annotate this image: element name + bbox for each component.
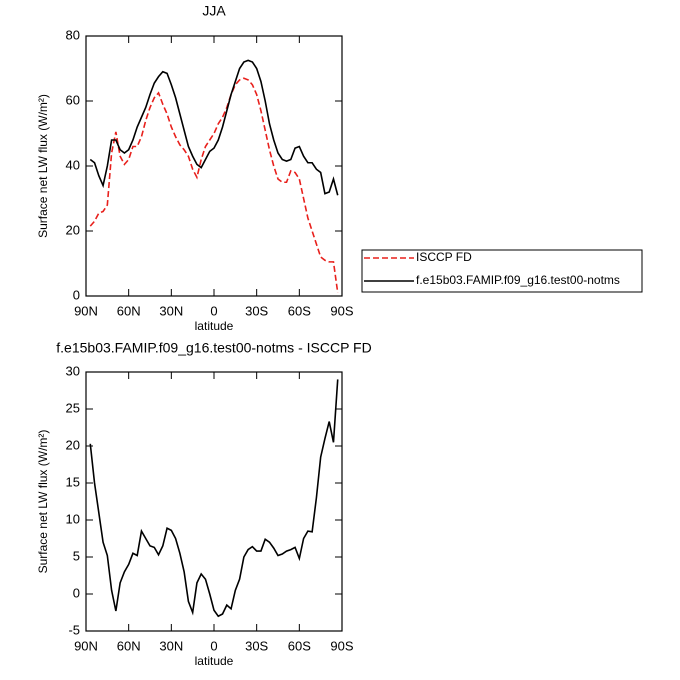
x-tick-label: 60S	[288, 303, 311, 318]
x-tick-label: 90N	[74, 303, 98, 318]
y-tick-label: 10	[66, 511, 80, 526]
x-tick-label: 90N	[74, 638, 98, 653]
x-tick-label: 60N	[117, 638, 141, 653]
data-line	[89, 379, 339, 618]
x-tick-label: 30S	[245, 638, 268, 653]
data-line	[89, 59, 339, 196]
legend-label: f.e15b03.FAMIP.f09_g16.test00-notms	[416, 273, 620, 287]
plot-frame	[85, 371, 343, 632]
x-tick-label: 0	[210, 303, 217, 318]
x-tick-label: 90S	[330, 638, 353, 653]
y-tick-label: 20	[66, 437, 80, 452]
y-tick-label: 30	[66, 363, 80, 378]
x-axis-label: latitude	[195, 654, 234, 668]
x-tick-label: 0	[210, 638, 217, 653]
x-tick-label: 30N	[159, 303, 183, 318]
plot-frame	[85, 35, 343, 297]
x-tick-label: 30N	[159, 638, 183, 653]
y-axis-label: Surface net LW flux (W/m²)	[36, 430, 50, 574]
legend-box	[361, 249, 643, 293]
x-axis-label: latitude	[195, 319, 234, 333]
y-tick-label: 0	[73, 585, 80, 600]
y-tick-label: 15	[66, 474, 80, 489]
y-tick-label: 60	[66, 92, 80, 107]
y-tick-label: -5	[68, 622, 80, 637]
chart-title: f.e15b03.FAMIP.f09_g16.test00-notms - IS…	[56, 340, 371, 356]
y-tick-label: 80	[66, 27, 80, 42]
x-tick-label: 60N	[117, 303, 141, 318]
x-tick-label: 60S	[288, 638, 311, 653]
x-tick-label: 30S	[245, 303, 268, 318]
y-tick-label: 0	[73, 287, 80, 302]
y-tick-label: 25	[66, 400, 80, 415]
y-axis-label: Surface net LW flux (W/m²)	[36, 94, 50, 238]
chart-title: JJA	[202, 3, 226, 19]
data-line	[89, 77, 339, 293]
y-tick-label: 20	[66, 222, 80, 237]
y-tick-label: 40	[66, 157, 80, 172]
y-tick-label: 5	[73, 548, 80, 563]
x-tick-label: 90S	[330, 303, 353, 318]
legend-label: ISCCP FD	[416, 250, 472, 264]
